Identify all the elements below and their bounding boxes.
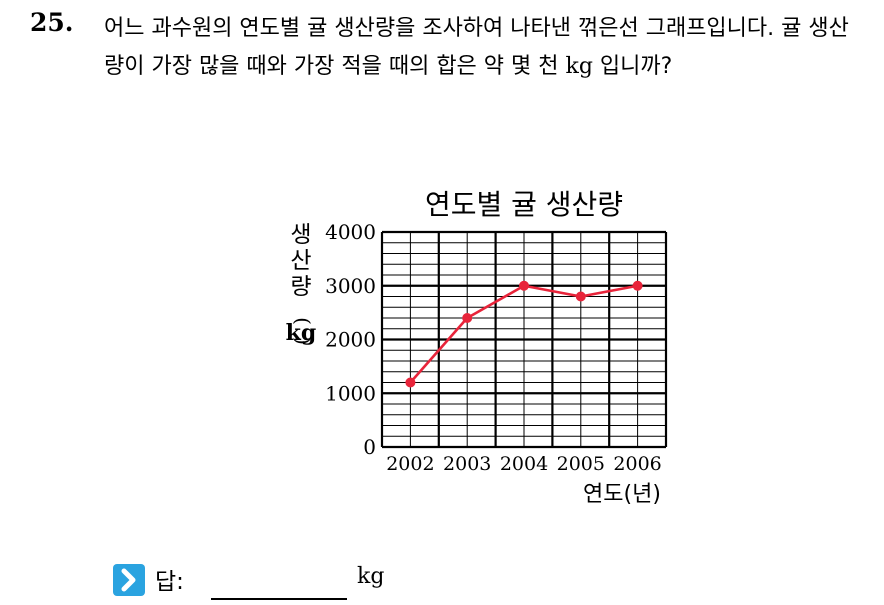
line-chart: 연도별 귤 생산량 0 1000 2000 3000 4000 2002 2003 2004 20… [286,188,668,507]
question-number: 25. [30,8,74,37]
x-tick-label: 2004 [500,453,548,475]
question-text-main: 어느 과수원의 연도별 귤 생산량을 조사하여 나타낸 꺾은선 그래프입니다. … [104,16,849,79]
data-point [405,377,416,388]
y-tick-label: 4000 [325,220,376,244]
question-unit: kg [565,54,593,79]
chart-title: 연도별 귤 생산량 [425,188,623,221]
question-text-end: 입니까? [592,54,673,79]
chevron-right-icon [113,564,145,596]
answer-blank[interactable] [211,598,347,600]
y-axis-label-char: 생 [290,222,311,248]
y-axis-label-char: 량 [290,274,311,300]
y-tick-label: 3000 [325,274,376,298]
y-tick-label: 1000 [325,381,376,405]
y-axis-label-unit: kg [286,320,317,346]
question-text: 어느 과수원의 연도별 귤 생산량을 조사하여 나타낸 꺾은선 그래프입니다. … [104,10,869,86]
x-tick-label: 2005 [557,453,605,475]
data-point [462,313,473,323]
x-tick-label: 2002 [386,453,434,475]
x-tick-label: 2003 [443,453,491,475]
answer-label: 답: [155,569,184,595]
data-point [575,291,586,302]
x-axis-label: 연도(년) [583,482,661,507]
y-axis-label-char: ) [291,337,315,345]
data-point [632,280,643,291]
y-tick-label: 0 [363,435,376,459]
y-axis-label-char: ( [291,317,315,325]
x-tick-label: 2006 [613,453,661,475]
answer-unit: kg [357,564,385,589]
y-tick-label: 2000 [325,328,376,352]
data-point [519,280,529,291]
y-axis-label-char: 산 [290,248,311,274]
